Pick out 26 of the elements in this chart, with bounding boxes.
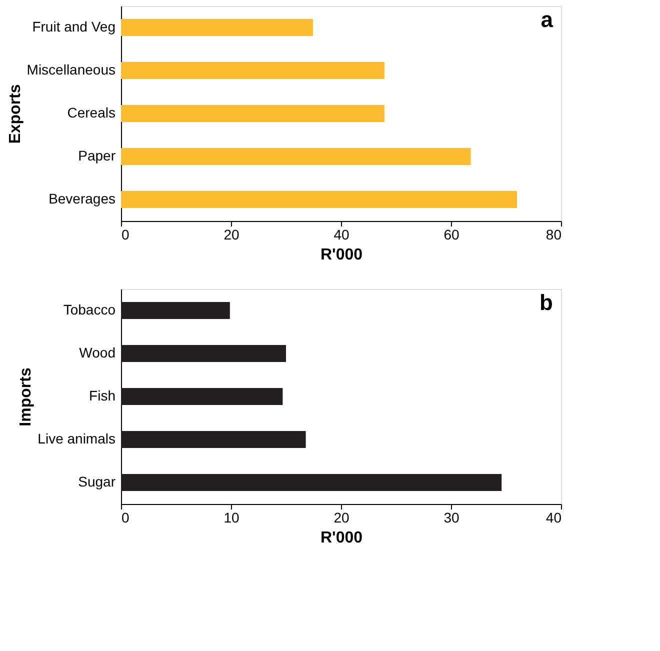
annotation: a [540, 7, 554, 32]
y-tick-label: Miscellaneous [26, 62, 116, 78]
x-tick-label: 80 [546, 226, 562, 242]
x-axis-title: R'000 [320, 530, 363, 546]
x-tick-label: 30 [444, 510, 460, 526]
y-axis-title: Imports [18, 368, 35, 426]
x-tick-label: 0 [122, 510, 130, 526]
x-tick-label: 0 [122, 226, 130, 242]
y-tick-label: Fruit and Veg [32, 18, 116, 34]
y-tick-label: Beverages [48, 190, 116, 206]
y-tick-label: Tobacco [63, 302, 116, 318]
y-tick-label: Cereals [67, 104, 116, 120]
y-tick-label: Sugar [78, 474, 116, 490]
y-axis-title: Exports [6, 84, 24, 144]
x-tick-label: 10 [224, 510, 240, 526]
x-tick-label: 20 [334, 510, 350, 526]
y-tick-label: Fish [89, 388, 116, 404]
x-tick-label: 40 [546, 510, 562, 526]
y-tick-label: Wood [79, 344, 116, 360]
annotation: b [540, 290, 553, 315]
y-tick-label: Paper [78, 148, 116, 164]
x-axis-title: R'000 [320, 246, 363, 264]
x-tick-label: 60 [444, 226, 460, 242]
x-tick-label: 40 [334, 226, 350, 242]
x-tick-label: 20 [224, 226, 240, 242]
y-tick-label: Live animals [38, 430, 116, 446]
